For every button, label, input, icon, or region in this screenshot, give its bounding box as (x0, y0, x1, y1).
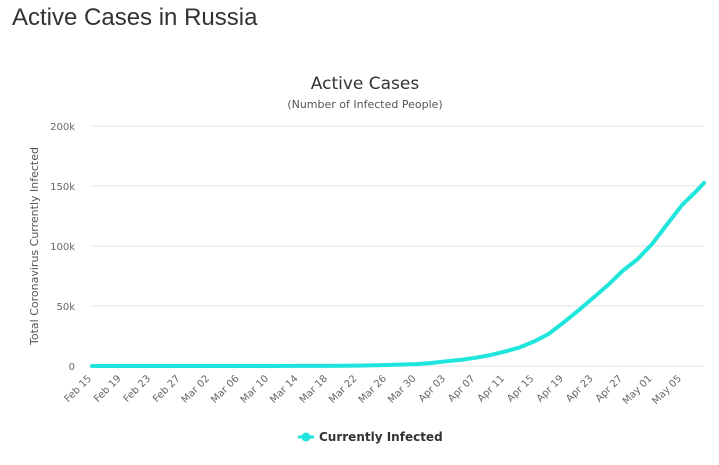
x-tick-label: Feb 23 (122, 373, 154, 405)
x-tick-label: Mar 30 (386, 373, 418, 405)
x-tick-label: Apr 11 (476, 373, 507, 404)
series-line-currently-infected[interactable] (90, 181, 706, 368)
series-layer (90, 181, 706, 368)
x-tick-label: Mar 22 (327, 373, 359, 405)
y-axis-ticks: 0 50k 100k 150k 200k (50, 122, 75, 373)
x-tick-label: Feb 19 (92, 373, 124, 405)
legend[interactable]: Currently Infected (298, 430, 443, 444)
x-tick-label: Apr 07 (446, 373, 477, 404)
x-tick-label: Mar 02 (180, 373, 212, 405)
x-tick-label: Mar 26 (357, 373, 389, 405)
x-tick-label: May 01 (621, 373, 655, 407)
x-tick-label: Mar 06 (209, 373, 241, 405)
x-tick-label: Apr 03 (417, 373, 448, 404)
y-tick-label: 150k (50, 182, 75, 193)
gridlines (92, 125, 704, 367)
y-axis-title: Total Coronavirus Currently Infected (28, 147, 41, 346)
chart-title: Active Cases (311, 74, 420, 94)
y-tick-label: 100k (50, 242, 75, 253)
x-tick-label: Mar 10 (239, 373, 271, 405)
x-tick-label: Mar 14 (268, 373, 300, 405)
x-tick-label: Apr 15 (505, 373, 536, 404)
legend-marker-dot (301, 432, 311, 442)
legend-label-currently-infected: Currently Infected (319, 430, 443, 444)
y-tick-label: 0 (69, 362, 75, 373)
y-tick-label: 200k (50, 122, 75, 133)
x-tick-label: Mar 18 (298, 373, 330, 405)
x-tick-label: Feb 15 (63, 373, 95, 405)
x-tick-label: Feb 27 (151, 373, 183, 405)
chart-subtitle: (Number of Infected People) (287, 98, 442, 111)
y-tick-label: 50k (56, 302, 75, 313)
x-tick-label: Apr 19 (535, 373, 566, 404)
x-tick-label: May 05 (650, 373, 684, 407)
page-title: Active Cases in Russia (12, 4, 258, 31)
x-tick-label: Apr 23 (564, 373, 595, 404)
